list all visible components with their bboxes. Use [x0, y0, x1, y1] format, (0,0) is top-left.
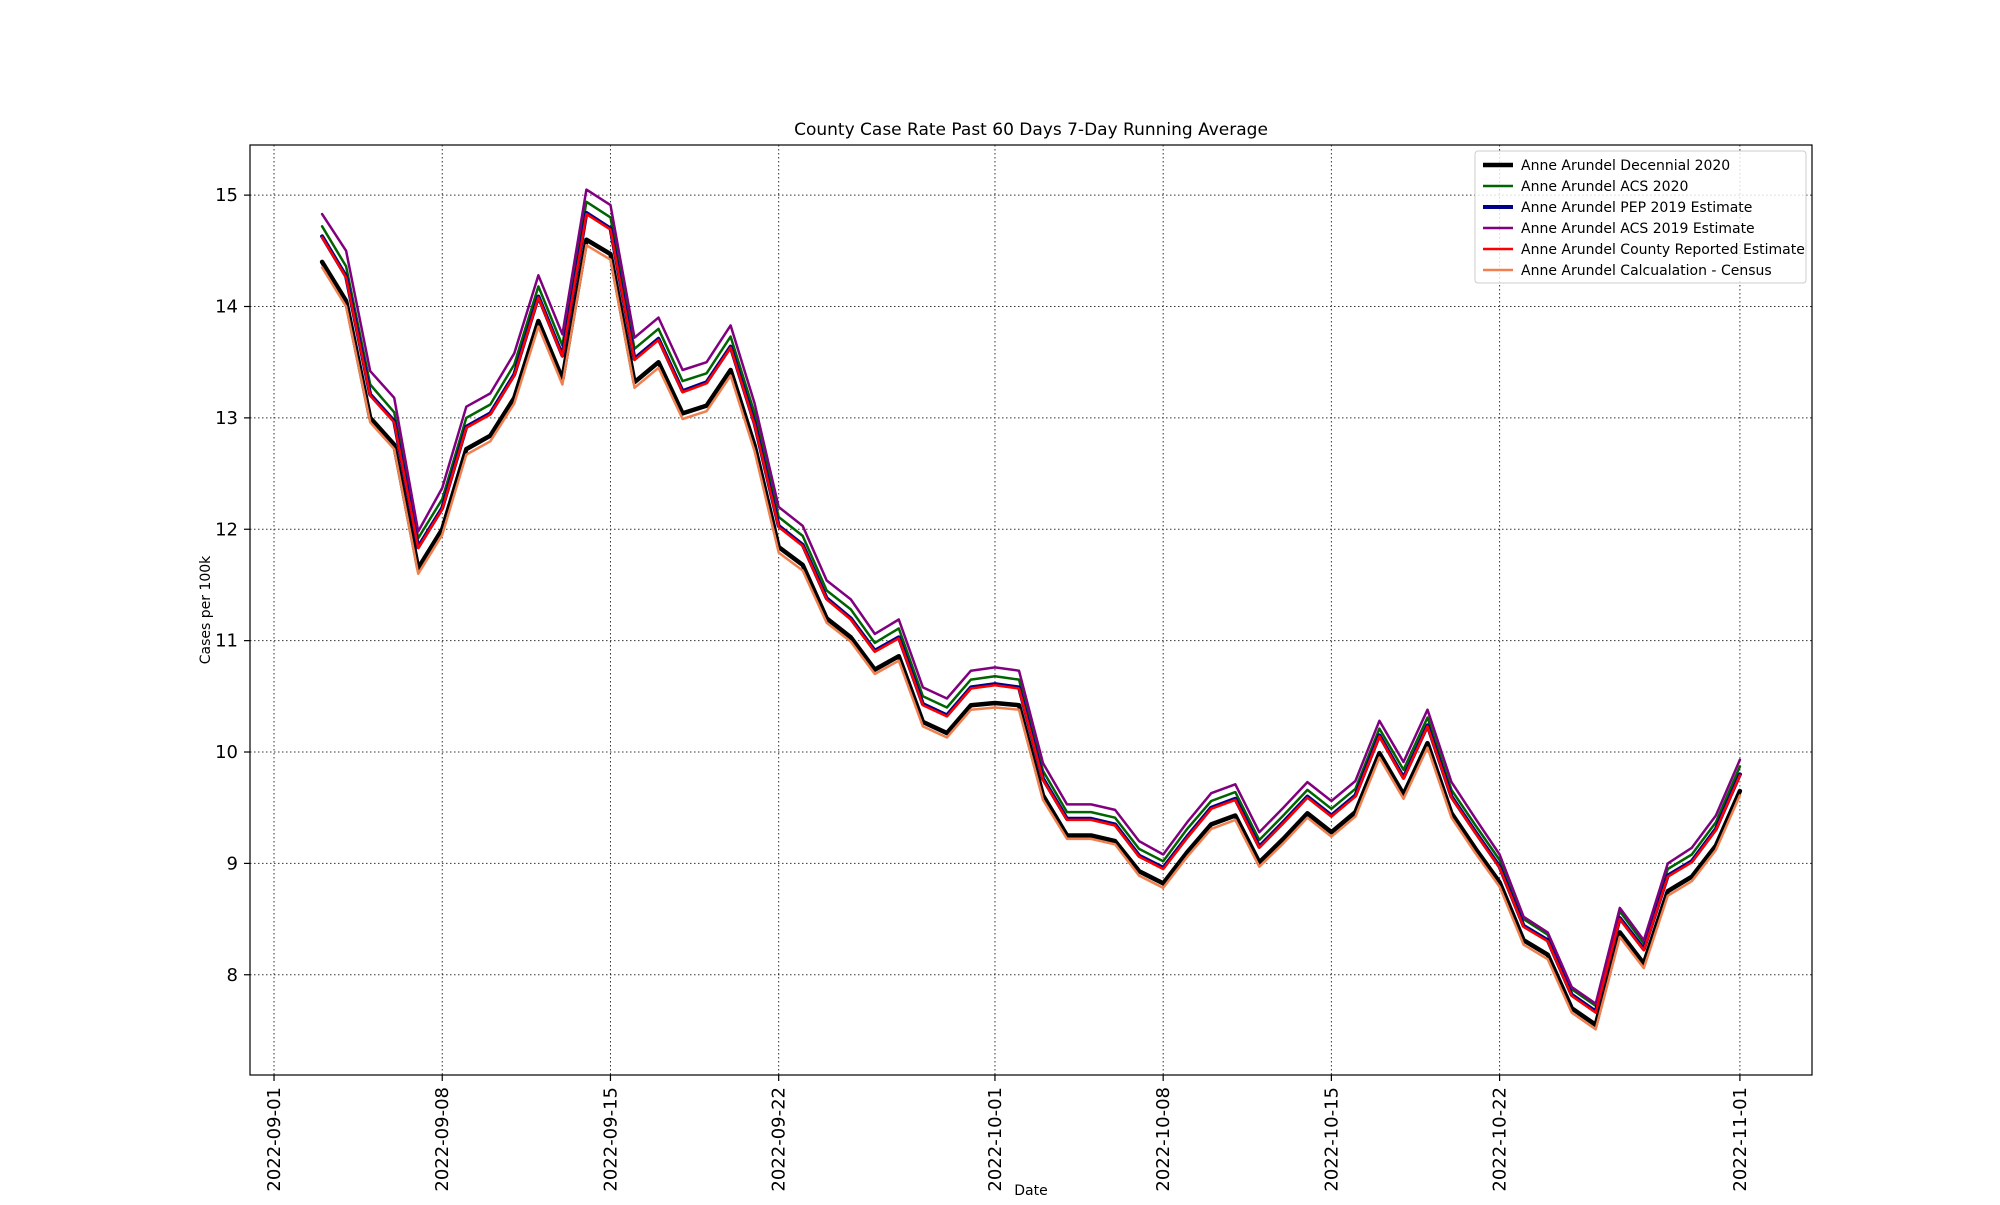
series-line-5 — [320, 212, 1742, 1014]
x-tick-label: 2022-09-22 — [769, 1087, 790, 1192]
legend-label: Anne Arundel ACS 2019 Estimate — [1521, 221, 1755, 237]
legend: Anne Arundel Decennial 2020 Anne Arundel … — [1474, 150, 1807, 284]
x-tick-label: 2022-10-01 — [985, 1087, 1006, 1192]
legend-label: Anne Arundel Decennial 2020 — [1521, 158, 1730, 174]
x-tick-label: 2022-09-01 — [264, 1087, 285, 1192]
chart-title: County Case Rate Past 60 Days 7-Day Runn… — [794, 120, 1268, 140]
legend-label: Anne Arundel County Reported Estimate — [1521, 242, 1805, 258]
x-tick-label: 2022-11-01 — [1730, 1087, 1751, 1192]
y-tick-label: 9 — [227, 853, 238, 874]
y-tick-label: 15 — [215, 185, 238, 206]
plot-area-frame — [249, 144, 1813, 1076]
x-tick-label: 2022-10-08 — [1153, 1087, 1174, 1192]
series-lines — [319, 188, 1743, 1031]
grid-lines — [250, 145, 1812, 1075]
legend-label: Anne Arundel Calcualation - Census — [1521, 263, 1772, 279]
legend-label: Anne Arundel PEP 2019 Estimate — [1521, 200, 1752, 216]
y-axis-label: Cases per 100k — [198, 555, 214, 664]
series-line-4 — [320, 188, 1742, 1005]
y-tick-label: 8 — [227, 965, 238, 986]
legend-label: Anne Arundel ACS 2020 — [1521, 179, 1688, 195]
y-tick-label: 12 — [215, 519, 238, 540]
x-tick-label: 2022-09-08 — [432, 1087, 453, 1192]
y-tick-label: 10 — [215, 742, 238, 763]
y-tick-label: 14 — [215, 296, 238, 317]
x-axis-label: Date — [1014, 1183, 1047, 1199]
legend-box — [1474, 150, 1807, 284]
y-tick-label: 13 — [215, 408, 238, 429]
x-tick-label: 2022-09-15 — [600, 1087, 621, 1192]
y-tick-label: 11 — [215, 631, 238, 652]
x-tick-label: 2022-10-22 — [1490, 1087, 1511, 1192]
axis-ticks: 2022-09-01 2022-09-08 2022-09-15 2022-09-22… — [215, 185, 1751, 1191]
x-tick-label: 2022-10-15 — [1321, 1087, 1342, 1192]
series-line-6 — [320, 243, 1742, 1031]
